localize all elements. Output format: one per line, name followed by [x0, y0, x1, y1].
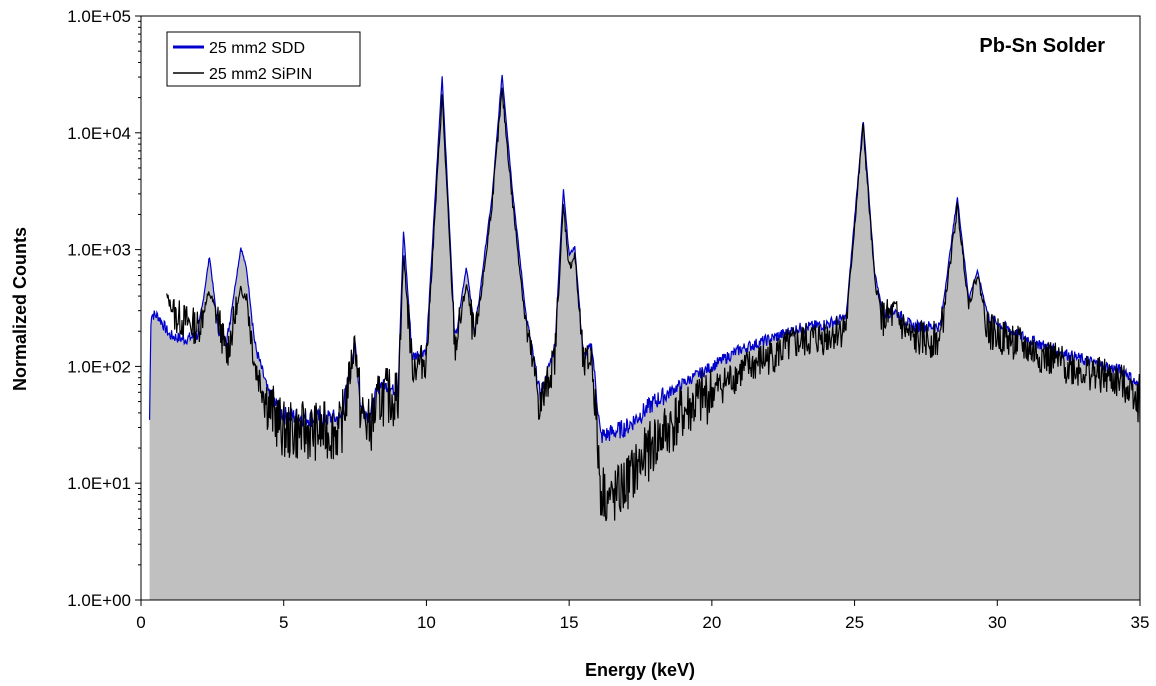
sdd-filled-area: [149, 74, 1140, 600]
y-tick-label: 1.0E+01: [67, 474, 131, 493]
x-tick-label: 0: [136, 613, 145, 632]
sipin-series-line: [166, 87, 1140, 522]
plot-border: [140, 15, 1141, 601]
y-tick-label: 1.0E+03: [67, 241, 131, 260]
y-axis: 1.0E+00 1.0E+01 1.0E+02 1.0E+03 1.0E+04 1.0E+…: [67, 7, 141, 610]
legend: 25 mm2 SDD 25 mm2 SiPIN: [166, 31, 361, 87]
y-tick-label: 1.0E+00: [67, 591, 131, 610]
x-tick-label: 5: [279, 613, 288, 632]
x-tick-label: 20: [702, 613, 721, 632]
x-tick-label: 35: [1131, 613, 1150, 632]
y-tick-label: 1.0E+05: [67, 7, 131, 26]
x-tick-label: 10: [417, 613, 436, 632]
chart-title: Pb-Sn Solder: [979, 35, 1105, 57]
x-axis: 0 5 10 15 20 25 30 35: [136, 600, 1149, 632]
legend-label-sipin: 25 mm2 SiPIN: [209, 66, 312, 83]
x-tick-label: 15: [560, 613, 579, 632]
legend-box: [166, 31, 361, 87]
y-tick-label: 1.0E+04: [67, 124, 131, 143]
legend-label-sdd: 25 mm2 SDD: [209, 40, 305, 57]
y-axis-title: Normalized Counts: [10, 227, 30, 391]
y-tick-label: 1.0E+02: [67, 357, 131, 376]
x-tick-label: 25: [845, 613, 864, 632]
x-axis-title: Energy (keV): [585, 660, 695, 680]
x-tick-label: 30: [988, 613, 1007, 632]
